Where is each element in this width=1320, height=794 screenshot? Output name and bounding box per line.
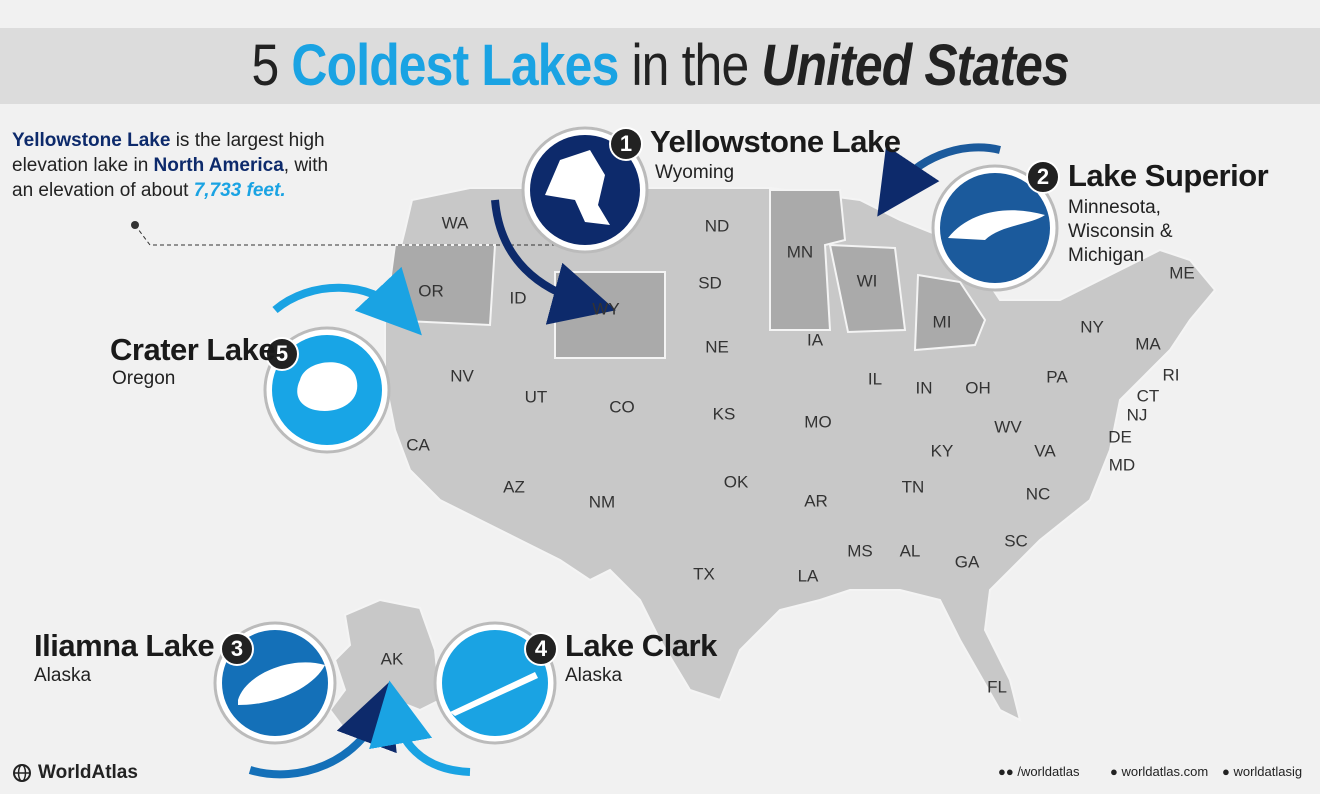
brand: WorldAtlas: [38, 762, 138, 784]
state-label: NC: [1026, 484, 1051, 503]
state-label: FL: [987, 677, 1007, 696]
state-label: TX: [693, 564, 715, 583]
state-label: ND: [705, 216, 730, 235]
rank: 1: [609, 127, 643, 161]
state-label: WV: [994, 417, 1022, 436]
arrow: [369, 680, 471, 776]
instagram-text: worldatlasig: [1233, 764, 1303, 779]
intro: Yellowstone Lake is the largest high ele…: [12, 128, 352, 203]
state-label: OR: [418, 281, 444, 300]
state-label: TN: [902, 477, 925, 496]
state-label: NE: [705, 337, 729, 356]
pointer-line: [134, 224, 560, 246]
rank: 4: [524, 632, 558, 666]
state-label: WY: [592, 299, 619, 318]
instagram: ● worldatlasig: [1222, 764, 1303, 779]
title-number: 5: [251, 33, 279, 98]
state-label: CO: [609, 397, 635, 416]
state-label: GA: [955, 552, 980, 571]
state-labels: WA OR ID WY ND SD NE MN WI MI IA IL IN OH NY PA ME MARICT…: [381, 213, 1195, 696]
state-label: IN: [916, 378, 933, 397]
state-highlight: [828, 243, 907, 334]
state-label: WI: [857, 271, 878, 290]
state-label: WA: [442, 213, 469, 232]
state-label: IA: [807, 330, 824, 349]
state-label: MN: [787, 242, 813, 261]
website-text: worldatlas.com: [1121, 764, 1209, 779]
state-label: LA: [798, 566, 819, 585]
state-label: KS: [713, 404, 736, 423]
state-label: RI: [1163, 365, 1180, 384]
lake-badge: [931, 164, 1059, 292]
state-label: MA: [1135, 334, 1161, 353]
lake-name: Lake Superior: [1068, 158, 1269, 193]
lake-badge: [521, 126, 649, 254]
pointer-dot: [131, 221, 139, 229]
state-label: MI: [933, 312, 952, 331]
state-highlight: [769, 189, 847, 331]
social-text: /worldatlas: [1017, 764, 1080, 779]
state-label: UT: [525, 387, 548, 406]
state-label: AZ: [503, 477, 525, 496]
state-label: NY: [1080, 317, 1104, 336]
arrow: [877, 143, 1001, 217]
state-label: DE: [1108, 427, 1132, 446]
arrow: [491, 199, 616, 325]
state-label: ID: [510, 288, 527, 307]
lake-location: Alaska: [34, 665, 92, 686]
lake-name: Crater Lake: [110, 332, 276, 367]
lake-location: Minnesota, Wisconsin & Michigan: [1068, 197, 1173, 266]
state-label: PA: [1046, 367, 1068, 386]
title-emphasis: United States: [761, 33, 1069, 98]
title: 5 Coldest Lakes in the United States: [251, 28, 1069, 104]
brand-name: WorldAtlas: [38, 762, 138, 783]
arrow: [272, 266, 422, 336]
state-label: MS: [847, 541, 873, 560]
lake-name: Iliamna Lake: [34, 628, 215, 663]
title-highlight: Coldest Lakes: [291, 33, 619, 98]
intro-text: is the largest high elevation lake in: [12, 130, 325, 176]
intro-elevation: 7,733 feet.: [193, 180, 286, 201]
state-label: SC: [1004, 531, 1028, 550]
state-label: MO: [804, 412, 831, 431]
state-highlight: [913, 273, 987, 352]
social-handle: ●● /worldatlas: [998, 764, 1080, 779]
rank: 5: [265, 337, 299, 371]
state-label: NM: [589, 492, 615, 511]
state-label: SD: [698, 273, 722, 292]
lake-location: Wyoming: [655, 162, 735, 183]
state-label: NJ: [1127, 405, 1148, 424]
state-label: ME: [1169, 263, 1195, 282]
lake-location: Oregon: [112, 368, 176, 389]
rank: 2: [1026, 160, 1060, 194]
state-label: AR: [804, 491, 828, 510]
lake-location: Alaska: [565, 665, 623, 686]
state-label: OK: [724, 472, 749, 491]
state-label: IL: [868, 369, 882, 388]
intro-region: North America: [153, 155, 284, 176]
state-label: CT: [1137, 386, 1160, 405]
intro-lake: Yellowstone Lake: [12, 130, 171, 151]
state-label: KY: [931, 441, 954, 460]
lake-badge: [433, 621, 557, 745]
website: ● worldatlas.com: [1110, 764, 1209, 779]
title-bar: 5 Coldest Lakes in the United States: [0, 28, 1320, 104]
state-label: CA: [406, 435, 430, 454]
lake-name: Lake Clark: [565, 628, 717, 663]
lake-name: Yellowstone Lake: [650, 124, 901, 159]
state-label: MD: [1109, 455, 1135, 474]
state-label: AK: [381, 649, 404, 668]
state-label: NV: [450, 366, 474, 385]
intro-text: , with an elevation of about: [12, 155, 329, 201]
state-label: OH: [965, 378, 991, 397]
title-middle: in the: [631, 33, 749, 98]
state-label: AL: [900, 541, 921, 560]
state-label: VA: [1034, 441, 1056, 460]
rank: 3: [220, 632, 254, 666]
globe-icon: [13, 764, 31, 782]
